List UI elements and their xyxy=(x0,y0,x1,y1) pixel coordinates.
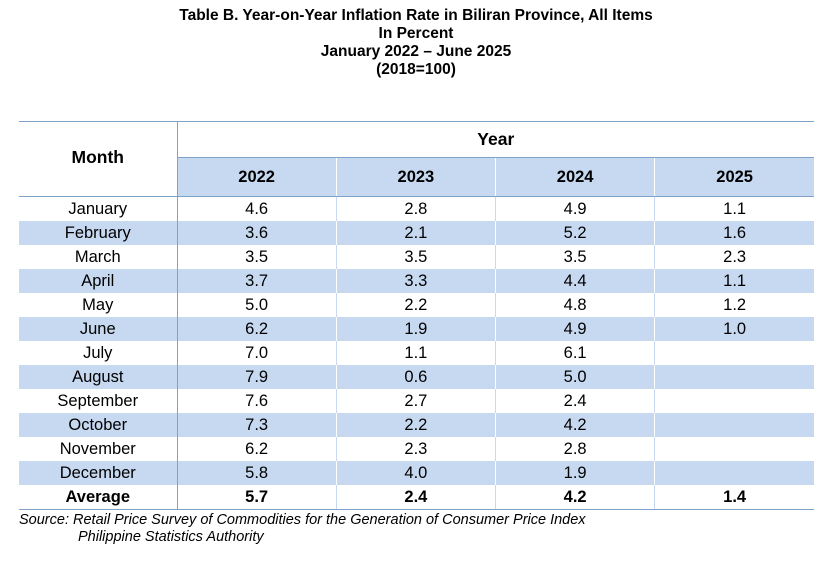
value-cell: 1.1 xyxy=(336,341,497,365)
value-cell: 1.0 xyxy=(654,317,815,341)
value-cell: 6.2 xyxy=(177,437,337,461)
value-cell xyxy=(655,389,814,413)
table-row: August 7.9 0.6 5.0 xyxy=(19,365,815,389)
month-cell: June xyxy=(19,317,178,341)
value-cell: 2.1 xyxy=(336,221,497,245)
value-cell: 6.1 xyxy=(495,341,656,365)
month-cell: February xyxy=(19,221,178,245)
month-cell: August xyxy=(19,365,178,389)
average-value-cell: 5.7 xyxy=(177,485,337,510)
table-row: January 4.6 2.8 4.9 1.1 xyxy=(19,196,814,221)
month-cell: November xyxy=(19,437,178,461)
value-cell: 7.9 xyxy=(177,365,337,389)
table-row: November 6.2 2.3 2.8 xyxy=(19,437,814,461)
value-cell: 4.9 xyxy=(495,317,656,341)
value-cell xyxy=(655,341,814,365)
value-cell: 1.6 xyxy=(654,221,815,245)
value-cell xyxy=(654,413,815,437)
value-cell: 5.2 xyxy=(495,221,656,245)
value-cell xyxy=(654,365,815,389)
month-cell: December xyxy=(19,461,178,485)
title-line-2: In Percent xyxy=(378,25,454,42)
value-cell: 2.3 xyxy=(723,248,747,266)
table-row: June 6.2 1.9 4.9 1.0 xyxy=(19,317,815,341)
value-cell: 4.8 xyxy=(495,293,656,317)
title-line-1: Table B. Year-on-Year Inflation Rate in … xyxy=(179,7,653,24)
value-cell: 0.6 xyxy=(336,365,497,389)
source-line-1: Source: Retail Price Survey of Commoditi… xyxy=(19,512,586,528)
table-row: October 7.3 2.2 4.2 xyxy=(19,413,815,437)
month-cell: May xyxy=(19,293,178,317)
value-cell xyxy=(655,437,814,461)
value-cell: 3.3 xyxy=(336,269,497,293)
month-cell: October xyxy=(19,413,178,437)
table-row: December 5.8 4.0 1.9 xyxy=(19,461,815,485)
value-cell: 5.8 xyxy=(177,461,337,485)
average-row: Average 5.7 2.4 4.2 1.4 xyxy=(19,485,815,510)
table-row: September 7.6 2.7 2.4 xyxy=(19,389,814,413)
value-cell: 2.3 xyxy=(336,437,497,461)
inflation-table: Month Year 2022 2023 2024 2025 January 4… xyxy=(19,120,815,510)
year-column-header: 2022 xyxy=(177,157,337,197)
value-cell: 5.0 xyxy=(495,365,656,389)
month-cell: January xyxy=(19,196,178,221)
month-column-header: Month xyxy=(19,121,178,197)
table-title: Table B. Year-on-Year Inflation Rate in … xyxy=(5,7,822,79)
value-cell: 4.4 xyxy=(495,269,656,293)
value-cell: 1.9 xyxy=(336,317,497,341)
source-line-2: Philippine Statistics Authority xyxy=(78,529,264,545)
value-cell: 2.7 xyxy=(336,389,497,413)
value-cell: 1.9 xyxy=(495,461,656,485)
value-cell: 2.2 xyxy=(336,293,497,317)
average-value-cell: 1.4 xyxy=(654,485,815,510)
value-cell: 1.2 xyxy=(723,296,747,314)
value-cell: 3.5 xyxy=(495,245,656,269)
value-cell: 4.6 xyxy=(177,196,337,221)
value-cell: 2.8 xyxy=(495,437,656,461)
value-cell: 3.6 xyxy=(177,221,337,245)
value-cell: 1.1 xyxy=(654,269,815,293)
table-row: April 3.7 3.3 4.4 1.1 xyxy=(19,269,815,293)
value-cell: 6.2 xyxy=(177,317,337,341)
year-column-header: 2025 xyxy=(654,157,815,197)
value-cell: 1.1 xyxy=(723,200,747,218)
value-cell: 2.4 xyxy=(495,389,656,413)
average-label: Average xyxy=(19,485,178,510)
year-column-header: 2024 xyxy=(495,157,656,197)
year-column-header: 2023 xyxy=(336,157,497,197)
value-cell: 7.0 xyxy=(177,341,337,365)
average-value-cell: 4.2 xyxy=(495,485,656,510)
value-cell: 3.5 xyxy=(336,245,497,269)
month-cell: March xyxy=(19,245,178,269)
value-cell: 3.5 xyxy=(177,245,337,269)
title-line-3: January 2022 – June 2025 xyxy=(320,43,512,60)
value-cell: 4.2 xyxy=(495,413,656,437)
title-line-4: (2018=100) xyxy=(376,61,456,78)
table-row: March 3.5 3.5 3.5 2.3 xyxy=(19,245,814,269)
table-row: July 7.0 1.1 6.1 xyxy=(19,341,814,365)
month-cell: July xyxy=(19,341,178,365)
value-cell: 2.8 xyxy=(336,196,497,221)
value-cell: 4.9 xyxy=(495,196,656,221)
month-cell: September xyxy=(19,389,178,413)
value-cell: 4.0 xyxy=(336,461,497,485)
table-row: May 5.0 2.2 4.8 1.2 xyxy=(19,293,814,317)
value-cell: 2.2 xyxy=(336,413,497,437)
average-value-cell: 2.4 xyxy=(336,485,497,510)
value-cell: 7.6 xyxy=(177,389,337,413)
year-group-header: Year xyxy=(177,120,815,159)
value-cell: 7.3 xyxy=(177,413,337,437)
table-row: February 3.6 2.1 5.2 1.6 xyxy=(19,221,815,245)
month-cell: April xyxy=(19,269,178,293)
value-cell: 5.0 xyxy=(177,293,337,317)
source-note: Source: Retail Price Survey of Commoditi… xyxy=(19,512,586,546)
value-cell: 3.7 xyxy=(177,269,337,293)
value-cell xyxy=(654,461,815,485)
